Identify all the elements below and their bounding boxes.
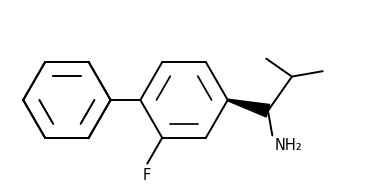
Polygon shape [228,99,270,117]
Text: F: F [142,168,150,183]
Text: NH₂: NH₂ [274,138,302,153]
